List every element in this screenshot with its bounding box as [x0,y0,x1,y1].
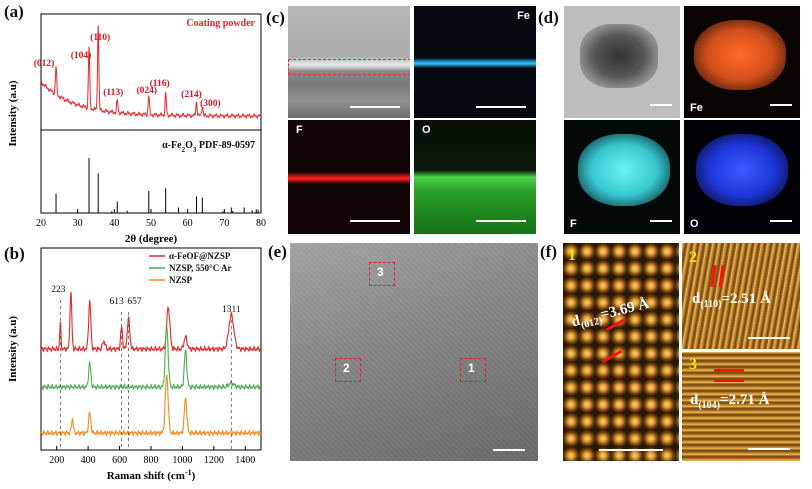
raman-series-line [40,291,262,353]
scale-bar [476,220,526,222]
raman-series-line [40,326,262,391]
peak-label: (113) [103,87,123,98]
chart-a-xrd: Coating powder(012)(104)(110)(113) (024)(… [7,13,266,245]
eds-map-fe-d: Fe [684,6,800,118]
lattice-marker [714,369,744,372]
eds-map-f-c: F [288,120,410,234]
x-tick-label: 600 [112,455,127,466]
eds-map-o-d: O [684,120,800,234]
x-tick-label: 200 [49,455,64,466]
scale-bar [770,220,792,222]
region-label-2: 2 [343,361,350,375]
hrtem-region-2: 2 d(110)=2.51 Å [682,243,800,349]
tile-number-2: 2 [689,249,697,266]
element-label-fe: Fe [517,10,530,22]
lattice-marker [601,349,623,364]
scale-bar [350,220,400,222]
x-tick-label: 50 [146,218,156,229]
x-tick-label: 800 [144,455,159,466]
d-spacing-annotation: d(104)=2.71 Å [690,392,770,411]
region-box-1 [460,358,486,382]
scale-bar [476,106,526,108]
tile-number-3: 3 [689,356,697,373]
scale-bar [748,337,790,339]
panel-label-d: (d) [538,8,559,27]
element-label-o: O [690,218,699,230]
legend-entry: α-FeOF@NZSP [169,251,231,261]
y-axis-label: Intensity (a.u) [7,316,19,382]
peak-label: 613 [109,297,124,307]
xrd-pattern-line [40,25,262,120]
x-tick-label: 1200 [204,455,224,466]
element-label-f: F [570,218,577,230]
scale-bar [650,104,672,106]
y-axis-label: Intensity (a.u) [7,80,19,146]
peak-label: (116) [150,78,170,89]
panel-label-f: (f) [540,242,557,261]
panel-label-b: (b) [4,244,25,263]
sem-cross-section [288,6,410,118]
tem-particle-image [564,6,680,118]
x-axis-label: 2θ (degree) [125,233,178,245]
lattice-marker [714,379,744,382]
x-tick-label: 40 [109,218,119,229]
legend-entry: NZSP, 550°C Ar [169,263,232,273]
eds-map-f-d: F [564,120,680,234]
peak-label: (104) [71,50,92,61]
x-tick-label: 400 [81,455,96,466]
scale-bar [770,104,792,106]
peak-label: (024) [137,85,158,96]
region-label-3: 3 [377,265,384,279]
region-label-1: 1 [468,361,475,375]
element-label-o: O [422,124,431,136]
peak-label: (214) [181,89,202,100]
lattice-marker [710,264,717,288]
hrtem-region-3: 3 d(104)=2.71 Å [682,352,800,461]
peak-label: (300) [200,98,221,109]
peak-label: 1311 [222,305,241,315]
chart-b-raman: α-FeOF@NZSP NZSP, 550°C Ar NZSP 223 613 657 13… [7,247,262,483]
element-label-f: F [296,124,303,136]
eds-map-fe-c: Fe [414,6,536,118]
series-label-coating-powder: Coating powder [186,18,255,29]
scale-bar [748,448,790,450]
panel-label-c: (c) [266,8,285,27]
panel-label-e: (e) [268,242,287,261]
scale-bar [493,449,525,451]
lattice-marker [718,264,725,288]
legend-entry: NZSP [169,275,193,285]
raman-series-line [40,374,262,437]
region-box-2 [335,358,361,382]
x-tick-label: 1400 [235,455,255,466]
x-tick-label: 20 [36,218,46,229]
scale-bar [599,449,663,451]
peak-label: 223 [51,285,66,295]
dashed-selection-box [288,59,410,75]
hrtem-image: 3 2 1 [290,243,538,461]
panel-label-a: (a) [4,2,24,21]
hrtem-region-1: 1 d(012)=3.69 Å [563,243,679,461]
peak-label: (012) [34,58,55,69]
tile-number-1: 1 [568,247,576,264]
x-axis-label: Raman shift (cm-1) [107,468,196,483]
scale-bar [650,220,672,222]
reference-label: α-Fe2O3 PDF-89-0597 [162,140,255,154]
x-tick-label: 30 [73,218,83,229]
scale-bar [350,106,400,108]
x-tick-label: 70 [219,218,229,229]
x-tick-label: 1000 [172,455,192,466]
x-tick-label: 60 [183,218,193,229]
peak-label: (110) [90,32,110,43]
eds-map-o-c: O [414,120,536,234]
element-label-fe: Fe [690,102,703,114]
x-tick-label: 80 [256,218,266,229]
peak-label: 657 [127,297,142,307]
region-box-3 [369,262,395,286]
d-spacing-annotation: d(110)=2.51 Å [692,291,771,310]
